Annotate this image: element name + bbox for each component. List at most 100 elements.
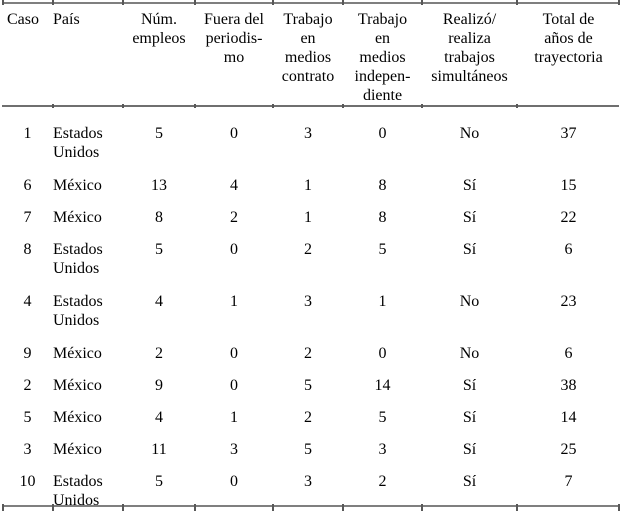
cell-caso: 2 xyxy=(23,377,32,394)
cell-trabajos-simultaneos: No xyxy=(459,125,480,142)
cell-boundary-tick xyxy=(272,0,274,5)
cell-fuera-periodismo: 4 xyxy=(230,177,238,194)
col-header-pais: País xyxy=(53,11,80,28)
cell-total-trayectoria: 22 xyxy=(560,209,577,226)
cell-boundary-tick xyxy=(52,0,54,5)
cell-pais: Estados Unidos xyxy=(53,293,103,329)
table-row: 3 México 11 3 5 3 Sí 25 xyxy=(2,428,620,460)
cell-medios-independiente: 14 xyxy=(374,377,391,394)
cell-fuera-periodismo: 1 xyxy=(230,293,238,310)
table-body: 1 Estados Unidos 5 0 3 0 No 37 6 México … xyxy=(2,112,620,512)
cell-boundary-tick xyxy=(342,0,344,5)
cell-trabajos-simultaneos: Sí xyxy=(462,441,477,458)
cell-caso: 5 xyxy=(23,409,32,426)
cell-trabajos-simultaneos: Sí xyxy=(462,209,477,226)
cell-boundary-tick xyxy=(342,504,344,511)
cell-medios-contrato: 5 xyxy=(304,377,312,394)
cell-medios-contrato: 3 xyxy=(304,125,312,142)
cell-boundary-tick xyxy=(421,0,423,5)
cell-boundary-tick xyxy=(122,104,124,108)
cell-boundary-tick xyxy=(2,0,4,5)
cell-medios-independiente: 5 xyxy=(378,241,387,258)
header-row: Caso País Núm. empleos Fuera del periodi… xyxy=(2,4,620,112)
cell-num-empleos: 13 xyxy=(151,177,167,194)
table-row: 1 Estados Unidos 5 0 3 0 No 37 xyxy=(2,112,620,164)
cell-caso: 7 xyxy=(23,209,32,226)
cell-boundary-tick xyxy=(52,504,54,511)
cell-trabajos-simultaneos: Sí xyxy=(462,241,477,258)
table-row: 5 México 4 1 2 5 Sí 14 xyxy=(2,396,620,428)
cell-pais: México xyxy=(53,409,102,426)
cell-medios-independiente: 5 xyxy=(378,409,387,426)
cell-fuera-periodismo: 0 xyxy=(230,241,238,258)
cell-trabajos-simultaneos: Sí xyxy=(462,377,477,394)
cell-boundary-tick xyxy=(52,104,54,108)
cell-caso: 9 xyxy=(23,345,32,362)
cell-num-empleos: 5 xyxy=(155,125,163,142)
cell-num-empleos: 8 xyxy=(155,209,163,226)
cell-boundary-tick xyxy=(342,104,344,108)
cell-boundary-tick xyxy=(2,504,4,511)
cell-pais: México xyxy=(53,177,102,194)
cell-trabajos-simultaneos: Sí xyxy=(462,177,477,194)
cell-total-trayectoria: 6 xyxy=(564,241,573,258)
cell-fuera-periodismo: 2 xyxy=(230,209,238,226)
cell-pais: Estados Unidos xyxy=(53,125,103,161)
cell-total-trayectoria: 15 xyxy=(560,177,577,194)
cell-caso: 4 xyxy=(23,293,32,310)
cell-caso: 3 xyxy=(23,441,32,458)
cell-total-trayectoria: 7 xyxy=(564,473,573,490)
cell-boundary-tick xyxy=(516,104,518,108)
cell-boundary-tick xyxy=(194,0,196,5)
cell-boundary-tick xyxy=(421,504,423,511)
cell-boundary-tick xyxy=(122,504,124,511)
cell-trabajos-simultaneos: No xyxy=(459,345,480,362)
col-header-trabajos-simultaneos: Realizó/ realiza trabajos simultáneos xyxy=(431,11,508,85)
cell-medios-contrato: 2 xyxy=(304,241,312,258)
table-header: Caso País Núm. empleos Fuera del periodi… xyxy=(2,4,620,112)
cell-caso: 10 xyxy=(19,473,36,490)
cell-fuera-periodismo: 3 xyxy=(230,441,238,458)
cell-total-trayectoria: 23 xyxy=(560,293,577,310)
cell-pais: México xyxy=(53,345,102,362)
cell-pais: México xyxy=(53,441,102,458)
cell-num-empleos: 5 xyxy=(155,473,163,490)
cell-total-trayectoria: 38 xyxy=(560,377,577,394)
cell-medios-independiente: 8 xyxy=(378,209,387,226)
cell-boundary-tick xyxy=(194,104,196,108)
table-row: 10 Estados Unidos 5 0 3 2 Sí 7 xyxy=(2,460,620,512)
cell-medios-independiente: 3 xyxy=(378,441,387,458)
cell-medios-independiente: 2 xyxy=(378,473,387,490)
col-header-medios-independiente: Trabajo en medios indepen- diente xyxy=(354,11,411,104)
cell-trabajos-simultaneos: Sí xyxy=(462,409,477,426)
cell-boundary-tick xyxy=(272,104,274,108)
cell-trabajos-simultaneos: No xyxy=(459,293,480,310)
cell-total-trayectoria: 25 xyxy=(560,441,577,458)
cell-num-empleos: 5 xyxy=(155,241,163,258)
cell-total-trayectoria: 37 xyxy=(560,125,577,142)
cell-medios-contrato: 1 xyxy=(304,177,312,194)
cell-medios-contrato: 2 xyxy=(304,345,312,362)
cell-trabajos-simultaneos: Sí xyxy=(462,473,477,490)
cell-num-empleos: 9 xyxy=(155,377,163,394)
cell-medios-contrato: 1 xyxy=(304,209,312,226)
cell-pais: México xyxy=(53,209,102,226)
table-bottom-border xyxy=(2,505,619,507)
cell-medios-independiente: 0 xyxy=(378,345,387,362)
cell-caso: 1 xyxy=(23,125,32,142)
cell-fuera-periodismo: 1 xyxy=(230,409,238,426)
cell-medios-independiente: 0 xyxy=(378,125,387,142)
cell-boundary-tick xyxy=(516,504,518,511)
cell-medios-independiente: 8 xyxy=(378,177,387,194)
table-header-divider xyxy=(2,105,619,107)
table-row: 9 México 2 0 2 0 No 6 xyxy=(2,332,620,364)
table-row: 7 México 8 2 1 8 Sí 22 xyxy=(2,196,620,228)
cell-boundary-tick xyxy=(618,504,620,511)
cell-medios-contrato: 3 xyxy=(304,293,312,310)
cell-num-empleos: 11 xyxy=(151,441,167,458)
col-header-caso: Caso xyxy=(7,11,39,28)
cell-medios-contrato: 2 xyxy=(304,409,312,426)
cell-fuera-periodismo: 0 xyxy=(230,473,238,490)
table-top-border xyxy=(2,2,619,4)
cell-boundary-tick xyxy=(516,0,518,5)
